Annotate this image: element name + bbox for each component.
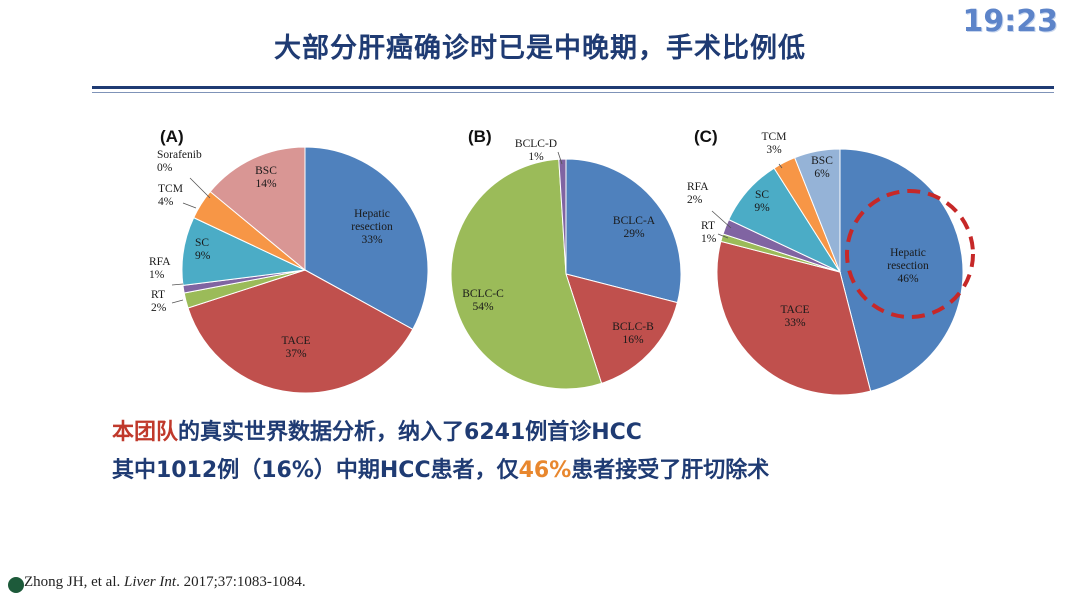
pie-slice-bsc — [794, 148, 841, 273]
panel-label: (A) — [160, 127, 184, 146]
pie-chart-2: (B) BCLC-A 29% BCLC-B 16% BCLC-C 54% BCLC-D 1% — [450, 127, 682, 390]
pie-slice-hepatic-resection — [839, 148, 964, 392]
slice-label-tace: TACE 33% — [780, 304, 809, 329]
slice-label-sc: SC 9% — [754, 189, 770, 214]
slice-label-rfa: RFA 2% — [687, 181, 709, 206]
slice-label-sorafenib: Sorafenib 0% — [157, 149, 202, 174]
slice-label-bclc-d: BCLC-D 1% — [515, 138, 557, 163]
pie-charts: (A) Hepatic resection 33% TACE 37% RT 2% RFA 1% SC… — [149, 127, 975, 396]
pie-slice-bsc — [209, 146, 306, 272]
slice-label-hepatic-resection: Hepatic resection 33% — [351, 208, 393, 246]
leader-line — [182, 202, 197, 209]
slice-label-bsc: BSC 6% — [811, 155, 833, 180]
slice-label-sc: SC 9% — [195, 237, 211, 262]
summary-line-2-end: 患者接受了肝切除术 — [571, 458, 770, 483]
leader-line — [717, 233, 729, 239]
slice-label-bsc: BSC 14% — [255, 165, 277, 190]
percent-highlight: 46% — [518, 458, 572, 483]
panel-label: (B) — [468, 127, 492, 146]
team-highlight: 本团队 — [112, 420, 179, 445]
title-divider — [92, 86, 1054, 89]
pie-slice-tace — [716, 240, 872, 396]
slice-label-hepatic-resection: Hepatic resection 46% — [887, 247, 929, 285]
summary-line-2: 其中1012例（16%）中期HCC患者，仅46%患者接受了肝切除术 — [112, 452, 769, 484]
pie-slice-bclc-c — [450, 158, 603, 390]
pie-chart-3: (C) Hepatic resection 46% TACE 33% RT 1% RFA 2% SC… — [687, 127, 975, 396]
leader-line — [189, 177, 211, 199]
leader-line — [557, 151, 563, 165]
slice-label-tcm: TCM 4% — [158, 183, 183, 208]
title-divider-thin — [92, 92, 1054, 93]
slide-title: 大部分肝癌确诊时已是中晚期，手术比例低 — [274, 33, 806, 64]
slice-label-tcm: TCM 3% — [762, 131, 787, 156]
slice-label-bclc-c: BCLC-C 54% — [462, 288, 504, 313]
leader-line — [778, 163, 783, 169]
panel-label: (C) — [694, 127, 718, 146]
leader-line — [171, 283, 184, 286]
logo-icon — [8, 577, 24, 593]
slice-label-tace: TACE 37% — [281, 335, 310, 360]
slice-label-rt: RT 1% — [701, 220, 717, 245]
pie-slice-tace — [187, 269, 414, 394]
citation: Zhong JH, et al. Liver Int. 2017;37:1083… — [24, 574, 306, 591]
slice-label-bclc-a: BCLC-A 29% — [613, 215, 656, 240]
citation-details: . 2017;37:1083-1084. — [176, 574, 306, 590]
summary-line-1-text: 的真实世界数据分析，纳入了6241例首诊HCC — [178, 420, 642, 445]
pie-chart-1: (A) Hepatic resection 33% TACE 37% RT 2% RFA 1% SC… — [149, 127, 429, 394]
summary-line-2-start: 其中1012例（16%）中期HCC患者，仅 — [112, 458, 519, 483]
summary-line-1: 本团队的真实世界数据分析，纳入了6241例首诊HCC — [112, 414, 642, 446]
pie-slice-bclc-b — [565, 273, 678, 385]
leader-line — [711, 210, 732, 229]
clock-display: 19:23 — [962, 4, 1059, 39]
highlight-circle — [845, 189, 975, 319]
citation-journal: Liver Int — [123, 574, 177, 590]
slice-label-rt: RT 2% — [151, 289, 167, 314]
slice-label-bclc-b: BCLC-B 16% — [612, 321, 654, 346]
pie-slice-hepatic-resection — [304, 146, 429, 330]
pie-slice-bclc-d — [558, 158, 567, 275]
citation-authors: Zhong JH, et al. — [24, 574, 121, 590]
pie-slice-bclc-a — [565, 158, 682, 304]
leader-line — [171, 299, 184, 304]
slice-label-rfa: RFA 1% — [149, 256, 171, 281]
